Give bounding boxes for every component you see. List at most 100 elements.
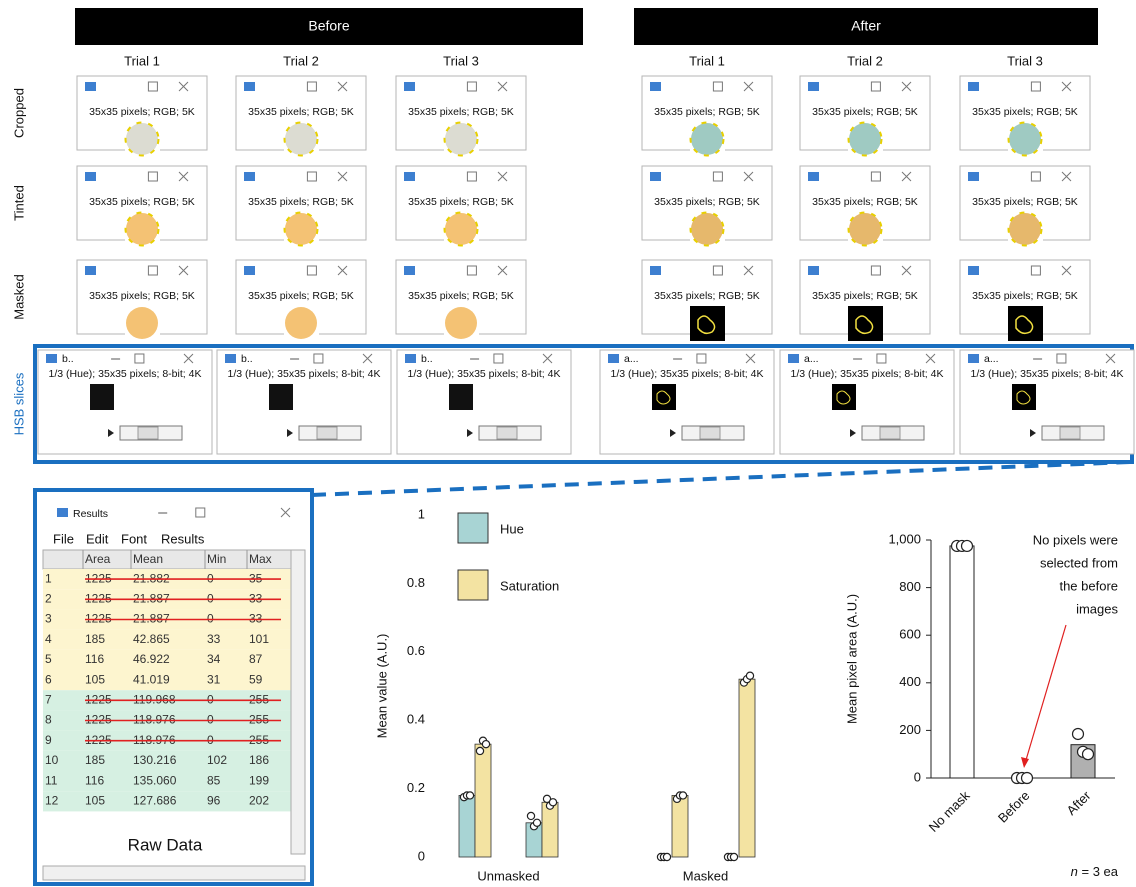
table-cell: 33 (249, 591, 263, 605)
sample-note: n = 3 ea (1071, 864, 1119, 879)
scroll-thumb (700, 427, 720, 439)
bar (459, 795, 475, 857)
thumb-disc (445, 307, 477, 339)
table-cell: 1225 (85, 692, 112, 706)
thumbnail (690, 306, 725, 341)
app-icon (85, 266, 96, 275)
table-cell: 127.686 (133, 793, 177, 807)
legend-label: Saturation (500, 578, 559, 593)
app-icon (404, 266, 415, 275)
table-cell: 102 (207, 753, 227, 767)
window-info: 35x35 pixels; RGB; 5K (654, 290, 760, 302)
table-cell: 87 (249, 652, 263, 666)
thumbnail (125, 122, 160, 157)
hsb-info: 1/3 (Hue); 35x35 pixels; 8-bit; 4K (611, 368, 764, 380)
hsb-image (269, 384, 293, 410)
app-icon (968, 172, 979, 181)
x-tick-label: Masked (683, 868, 729, 883)
app-icon (808, 82, 819, 91)
thumbnail (1008, 306, 1043, 341)
thumbnail (848, 122, 883, 157)
app-icon (225, 354, 236, 363)
table-cell: 1225 (85, 591, 112, 605)
thumbnail (848, 306, 883, 341)
table-cell: 12 (45, 793, 59, 807)
row-label: Tinted (11, 185, 26, 221)
thumb-bg (1008, 306, 1043, 341)
menu-item: Font (121, 531, 147, 546)
y-axis-label: Mean value (A.U.) (374, 634, 389, 739)
thumbnail (1008, 212, 1043, 247)
y-tick-label: 1,000 (888, 531, 921, 546)
row-label: Cropped (11, 88, 26, 138)
note-part: = 3 ea (1081, 864, 1118, 879)
thumbnail (690, 212, 725, 247)
table-cell: 2 (45, 591, 52, 605)
window-info: 35x35 pixels; RGB; 5K (812, 196, 918, 208)
table-cell: 21.887 (133, 612, 170, 626)
app-icon (808, 172, 819, 181)
after-title: After (851, 18, 881, 34)
table-cell: 118.976 (133, 713, 176, 727)
y-tick-label: 400 (899, 674, 921, 689)
trial-label: Trial 2 (283, 53, 319, 68)
scroll-thumb (880, 427, 900, 439)
window-info: 35x35 pixels; RGB; 5K (248, 290, 354, 302)
data-point (663, 853, 670, 860)
table-cell: 105 (85, 672, 105, 686)
hsb-image (832, 384, 856, 410)
window-info: 35x35 pixels; RGB; 5K (408, 290, 514, 302)
window-info: 35x35 pixels; RGB; 5K (89, 106, 195, 118)
trial-label: Trial 2 (847, 53, 883, 68)
table-cell: 105 (85, 793, 105, 807)
app-icon (244, 172, 255, 181)
window-info: 35x35 pixels; RGB; 5K (972, 290, 1078, 302)
thumb-disc (126, 307, 158, 339)
thumb-disc (285, 307, 317, 339)
table-cell: 96 (207, 793, 221, 807)
window-info: 35x35 pixels; RGB; 5K (408, 196, 514, 208)
zoom-line (312, 462, 1130, 495)
hscroll (43, 866, 305, 880)
scroll-thumb (317, 427, 337, 439)
thumbnail (125, 212, 160, 247)
figure: Before After HSB slices Trial 1Trial 2Tr… (0, 0, 1136, 887)
window-info: 35x35 pixels; RGB; 5K (248, 106, 354, 118)
table-cell: 135.060 (133, 773, 177, 787)
row-label: Masked (11, 274, 26, 320)
vscroll (291, 550, 305, 854)
trial-label: Trial 3 (443, 53, 479, 68)
bar (475, 744, 491, 857)
data-point (549, 799, 556, 806)
app-icon (650, 266, 661, 275)
table-cell: 1225 (85, 733, 112, 747)
app-icon (968, 82, 979, 91)
legend-label: Hue (500, 521, 524, 536)
x-tick-label: Before (995, 788, 1033, 826)
app-icon (85, 82, 96, 91)
table-cell: 185 (85, 632, 105, 646)
hsb-image (90, 384, 114, 410)
annotation: selected from (1040, 555, 1118, 570)
table-cell: 116 (85, 652, 104, 666)
thumbnail (125, 306, 160, 341)
menu-item: Edit (86, 531, 109, 546)
bar (739, 679, 755, 857)
app-icon (404, 172, 415, 181)
table-cell: 1225 (85, 713, 112, 727)
trial-label: Trial 1 (689, 53, 725, 68)
table-cell: 59 (249, 672, 263, 686)
app-icon (244, 266, 255, 275)
y-tick-label: 0.6 (407, 643, 425, 658)
x-tick-label: No mask (926, 788, 973, 835)
window-info: 35x35 pixels; RGB; 5K (812, 106, 918, 118)
app-icon (405, 354, 416, 363)
window-info: 35x35 pixels; RGB; 5K (812, 290, 918, 302)
data-point (679, 792, 686, 799)
column-header: Max (249, 552, 272, 566)
hsb-title: a... (804, 353, 819, 365)
y-tick-label: 600 (899, 627, 921, 642)
app-icon (57, 508, 68, 517)
thumb-bg (690, 306, 725, 341)
table-cell: 1225 (85, 571, 112, 585)
